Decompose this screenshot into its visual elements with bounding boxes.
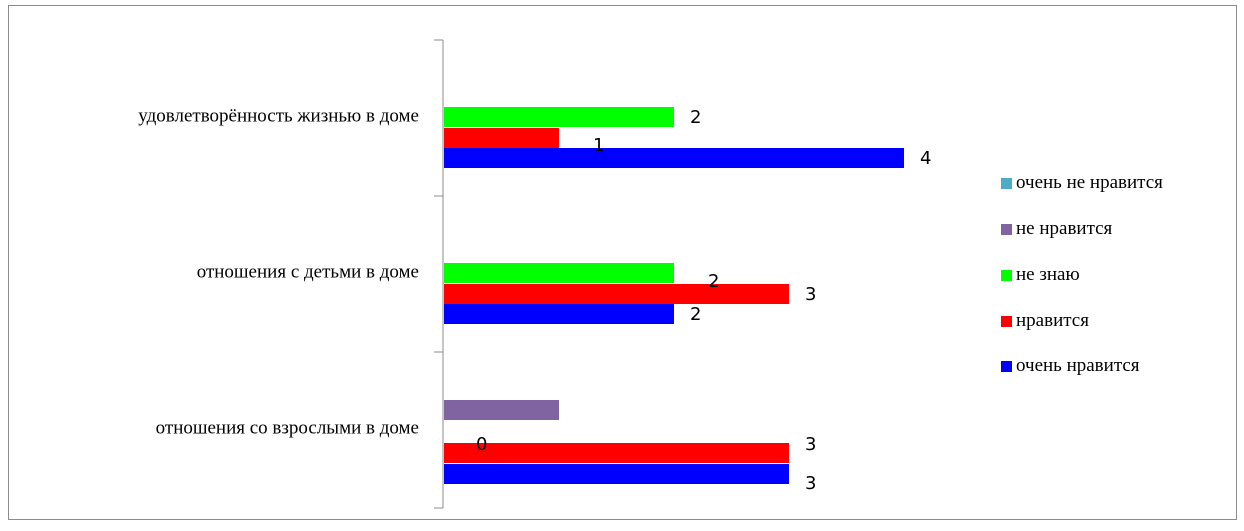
y-axis xyxy=(434,39,444,509)
data-label: 3 xyxy=(805,473,816,494)
data-label: 2 xyxy=(690,107,701,128)
data-label: 3 xyxy=(805,434,816,455)
data-label: 1 xyxy=(593,135,604,156)
category-label: удовлетворённость жизнью в доме xyxy=(138,105,419,126)
data-label: 3 xyxy=(805,284,816,305)
bar xyxy=(444,400,559,420)
category-label: отношения со взрослыми в доме xyxy=(156,417,419,438)
legend-label: не нравится xyxy=(1016,218,1113,239)
legend-item-very-dislike: очень не нравится xyxy=(1001,172,1163,194)
legend-item-very-like: очень нравится xyxy=(1001,355,1140,377)
bar xyxy=(444,304,674,324)
bar xyxy=(444,284,789,304)
legend-swatch xyxy=(1001,360,1012,372)
data-label: 0 xyxy=(476,434,487,455)
legend-item-like: нравится xyxy=(1001,310,1089,332)
legend-swatch xyxy=(1001,315,1012,327)
legend-label: не знаю xyxy=(1016,264,1080,285)
bar xyxy=(444,443,789,463)
bar xyxy=(444,128,559,148)
bars xyxy=(444,107,904,484)
legend-label: очень нравится xyxy=(1016,355,1140,376)
bar xyxy=(444,263,674,283)
chart-frame xyxy=(8,5,1237,520)
legend-item-dont-know: не знаю xyxy=(1001,264,1080,286)
bar xyxy=(444,148,904,168)
data-labels: 2 1 4 2 3 2 0 3 3 xyxy=(476,107,931,494)
data-label: 2 xyxy=(690,304,701,325)
legend-swatch xyxy=(1001,177,1012,189)
legend-label: очень не нравится xyxy=(1016,172,1163,193)
legend-swatch xyxy=(1001,269,1012,281)
legend-item-dislike: не нравится xyxy=(1001,218,1112,240)
data-label: 4 xyxy=(920,148,931,169)
category-label: отношения с детьми в доме xyxy=(197,261,419,282)
category-labels: удовлетворённость жизнью в доме отношения… xyxy=(138,105,419,438)
legend-swatch xyxy=(1001,223,1012,235)
bar xyxy=(444,107,674,127)
legend-label: нравится xyxy=(1016,310,1089,331)
bar xyxy=(444,464,789,484)
data-label: 2 xyxy=(708,271,719,292)
